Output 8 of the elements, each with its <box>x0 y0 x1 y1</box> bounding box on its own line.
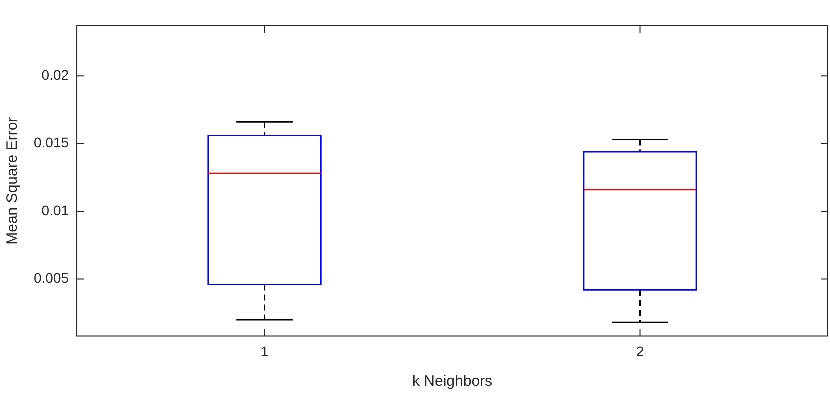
y-tick-label: 0.01 <box>42 202 70 218</box>
x-axis-title: k Neighbors <box>412 373 493 390</box>
y-tick-label: 0.015 <box>34 134 70 151</box>
y-tick-label: 0.02 <box>42 66 70 83</box>
y-axis-title: Mean Square Error <box>4 117 22 245</box>
y-tick-label: 0.005 <box>34 270 70 286</box>
x-tick-label: 2 <box>636 343 644 360</box>
x-tick-label: 1 <box>260 343 269 360</box>
